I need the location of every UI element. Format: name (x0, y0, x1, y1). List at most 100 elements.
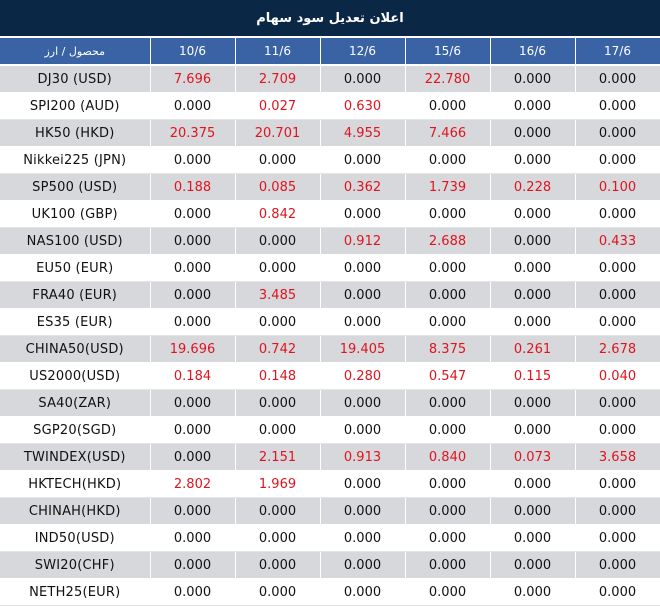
dividend-value-cell: 0.000 (575, 470, 660, 498)
dividend-value-cell: 0.000 (490, 65, 576, 93)
dividend-value-cell: 0.000 (320, 146, 406, 174)
dividend-value-cell: 0.000 (235, 227, 321, 255)
column-header-date: 15/6 (405, 38, 491, 66)
table-row: IND50(USD) 0.000 0.000 0.000 0.000 0.000 0.000 (0, 524, 660, 552)
dividend-value-cell: 2.688 (405, 227, 491, 255)
dividend-value-cell: 0.000 (320, 524, 406, 552)
dividend-value-cell: 0.000 (150, 524, 236, 552)
dividend-value-cell: 0.000 (575, 254, 660, 282)
dividend-value-cell: 22.780 (405, 65, 491, 93)
dividend-value-cell: 0.000 (320, 65, 406, 93)
dividend-value-cell: 0.000 (405, 524, 491, 552)
dividend-value-cell: 0.000 (405, 200, 491, 228)
dividend-value-cell: 8.375 (405, 335, 491, 363)
dividend-value-cell: 0.073 (490, 443, 576, 471)
table-row: CHINA50(USD) 19.696 0.742 19.405 8.375 0.261 2… (0, 335, 660, 363)
table-row: SWI20(CHF) 0.000 0.000 0.000 0.000 0.000 0.000 (0, 551, 660, 579)
dividend-value-cell: 0.000 (575, 65, 660, 93)
dividend-value-cell: 0.000 (320, 281, 406, 309)
table-row: UK100 (GBP) 0.000 0.842 0.000 0.000 0.000 0.00… (0, 200, 660, 228)
dividend-value-cell: 0.000 (235, 146, 321, 174)
dividend-value-cell: 0.000 (235, 578, 321, 606)
dividend-value-cell: 20.701 (235, 119, 321, 147)
dividend-value-cell: 0.000 (320, 254, 406, 282)
dividend-value-cell: 0.000 (405, 389, 491, 417)
dividend-value-cell: 7.466 (405, 119, 491, 147)
table-header: محصول / ارز 10/6 11/6 12/6 15/6 16/6 17/… (0, 38, 660, 66)
dividend-value-cell: 0.000 (405, 497, 491, 525)
dividend-value-cell: 0.000 (150, 389, 236, 417)
dividend-value-cell: 0.000 (235, 416, 321, 444)
dividend-value-cell: 0.000 (320, 497, 406, 525)
dividend-value-cell: 0.000 (150, 308, 236, 336)
dividend-value-cell: 0.000 (320, 389, 406, 417)
dividend-value-cell: 0.000 (150, 281, 236, 309)
dividend-value-cell: 0.433 (575, 227, 660, 255)
dividend-value-cell: 0.000 (150, 416, 236, 444)
dividend-value-cell: 0.000 (490, 146, 576, 174)
dividend-value-cell: 0.000 (235, 308, 321, 336)
dividend-value-cell: 0.000 (405, 92, 491, 120)
dividend-value-cell: 2.802 (150, 470, 236, 498)
dividend-value-cell: 0.000 (490, 551, 576, 579)
dividend-value-cell: 0.085 (235, 173, 321, 201)
dividend-value-cell: 0.000 (490, 281, 576, 309)
dividend-value-cell: 0.280 (320, 362, 406, 390)
dividend-value-cell: 0.148 (235, 362, 321, 390)
table-row: TWINDEX(USD) 0.000 2.151 0.913 0.840 0.073 3.6… (0, 443, 660, 471)
dividend-value-cell: 0.912 (320, 227, 406, 255)
dividend-value-cell: 0.261 (490, 335, 576, 363)
dividend-value-cell: 0.000 (150, 227, 236, 255)
dividend-value-cell: 2.151 (235, 443, 321, 471)
dividend-value-cell: 0.000 (320, 200, 406, 228)
table-row: EU50 (EUR) 0.000 0.000 0.000 0.000 0.000 0.000 (0, 254, 660, 282)
dividend-value-cell: 0.000 (405, 281, 491, 309)
dividend-value-cell: 3.658 (575, 443, 660, 471)
dividend-value-cell: 0.000 (575, 146, 660, 174)
dividend-value-cell: 0.188 (150, 173, 236, 201)
dividend-value-cell: 0.000 (320, 578, 406, 606)
dividend-value-cell: 1.969 (235, 470, 321, 498)
symbol-cell: UK100 (GBP) (0, 200, 151, 228)
dividend-value-cell: 0.000 (575, 281, 660, 309)
dividend-value-cell: 0.000 (320, 308, 406, 336)
dividend-value-cell: 0.000 (490, 254, 576, 282)
dividend-value-cell: 3.485 (235, 281, 321, 309)
dividend-value-cell: 0.913 (320, 443, 406, 471)
column-header-product: محصول / ارز (0, 38, 151, 66)
symbol-cell: SPI200 (AUD) (0, 92, 151, 120)
dividend-value-cell: 2.709 (235, 65, 321, 93)
table-row: NAS100 (USD) 0.000 0.000 0.912 2.688 0.000 0.4… (0, 227, 660, 255)
dividend-value-cell: 0.000 (235, 254, 321, 282)
dividend-value-cell: 0.742 (235, 335, 321, 363)
dividend-value-cell: 4.955 (320, 119, 406, 147)
dividend-value-cell: 0.000 (490, 200, 576, 228)
dividend-value-cell: 0.000 (575, 308, 660, 336)
table-row: SGP20(SGD) 0.000 0.000 0.000 0.000 0.000 0.000 (0, 416, 660, 444)
symbol-cell: HK50 (HKD) (0, 119, 151, 147)
dividend-value-cell: 0.000 (405, 551, 491, 579)
symbol-cell: NAS100 (USD) (0, 227, 151, 255)
table-row: Nikkei225 (JPN) 0.000 0.000 0.000 0.000 0.000… (0, 146, 660, 174)
dividend-value-cell: 0.000 (150, 146, 236, 174)
dividend-value-cell: 0.000 (320, 470, 406, 498)
dividend-value-cell: 0.840 (405, 443, 491, 471)
dividend-value-cell: 1.739 (405, 173, 491, 201)
dividend-value-cell: 0.000 (150, 92, 236, 120)
dividend-value-cell: 0.000 (575, 200, 660, 228)
dividend-value-cell: 0.000 (490, 92, 576, 120)
dividend-value-cell: 0.000 (575, 497, 660, 525)
table-body: DJ30 (USD) 7.696 2.709 0.000 22.780 0.000 0.00… (0, 65, 660, 606)
symbol-cell: CHINA50(USD) (0, 335, 151, 363)
symbol-cell: CHINAH(HKD) (0, 497, 151, 525)
dividend-value-cell: 0.000 (575, 389, 660, 417)
dividend-value-cell: 0.000 (320, 551, 406, 579)
symbol-cell: ES35 (EUR) (0, 308, 151, 336)
dividend-value-cell: 7.696 (150, 65, 236, 93)
table-row: NETH25(EUR) 0.000 0.000 0.000 0.000 0.000 0.00… (0, 578, 660, 606)
dividend-value-cell: 0.184 (150, 362, 236, 390)
symbol-cell: HKTECH(HKD) (0, 470, 151, 498)
table-row: CHINAH(HKD) 0.000 0.000 0.000 0.000 0.000 0.00… (0, 497, 660, 525)
dividend-value-cell: 19.405 (320, 335, 406, 363)
